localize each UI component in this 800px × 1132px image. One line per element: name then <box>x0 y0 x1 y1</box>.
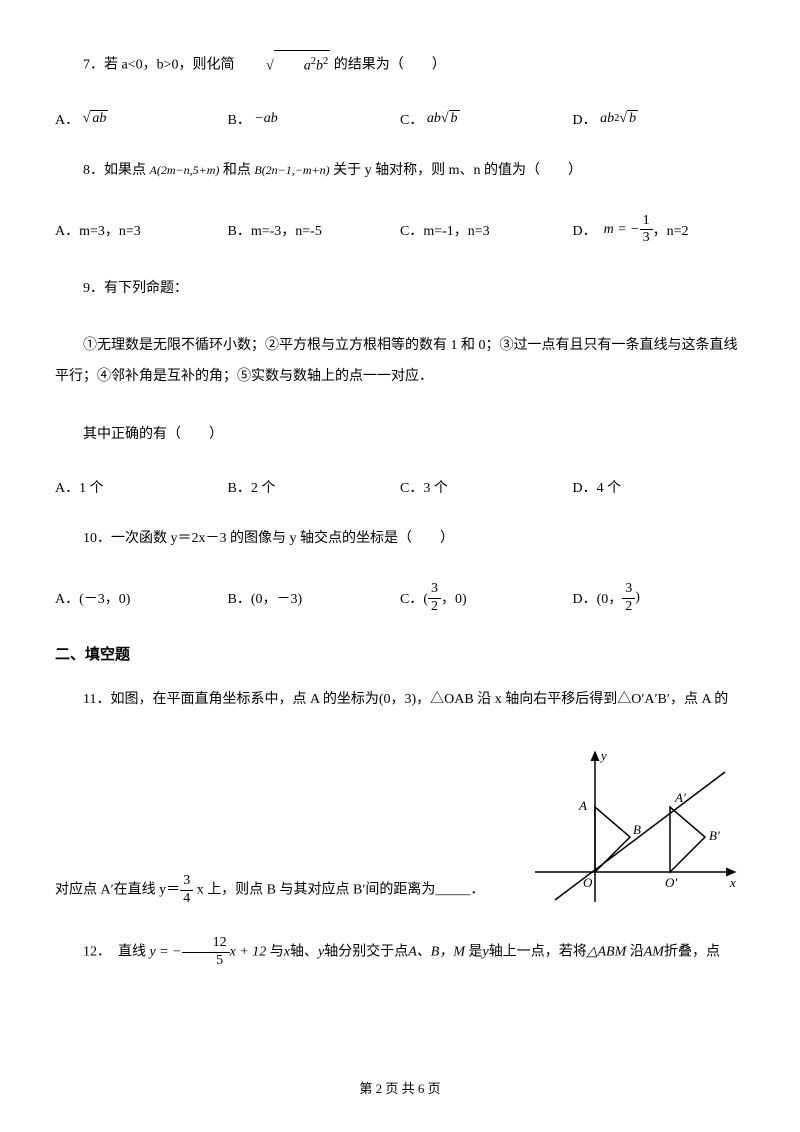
q8-option-c: C．m=-1，n=3 <box>400 213 573 248</box>
q9-option-d: D．4 个 <box>573 477 746 497</box>
q7-text-before: ．若 a<0，b>0，则化简 <box>90 58 238 73</box>
q7-sqrt: √a2b2 <box>238 50 330 81</box>
q9-option-a: A．1 个 <box>55 477 228 497</box>
question-9-header: 9．有下列命题： <box>55 275 745 303</box>
q8-option-d: D． m = − 13，n=2 <box>573 213 746 248</box>
question-12: 12． 直线 y = −125x + 12 与x轴、y轴分别交于点A、B，M 是… <box>55 935 745 970</box>
question-11-line2: 对应点 A′在直线 y＝34 x 上，则点 B 与其对应点 B′间的距离为___… <box>55 873 525 908</box>
q8-option-b: B．m=-3，n=-5 <box>228 213 401 248</box>
label-A: A <box>578 798 587 813</box>
question-8: 8．如果点 A(2m−n,5+m) 和点 B(2n−1,−m+n) 关于 y 轴… <box>55 157 745 185</box>
q8-number: 8 <box>83 163 90 178</box>
q10-number: 10 <box>83 531 97 546</box>
question-9-body: ①无理数是无限不循环小数；②平方根与立方根相等的数有 1 和 0；③过一点有且只… <box>55 331 745 393</box>
q10-option-a: A．(－3，0) <box>55 581 228 616</box>
q7-number: 7 <box>83 58 90 73</box>
q12-number: 12 <box>83 945 97 960</box>
question-11-line1: 11．如图，在平面直角坐标系中，点 A 的坐标为(0，3)，△OAB 沿 x 轴… <box>55 686 745 714</box>
q10-option-b: B．(0，－3) <box>228 581 401 616</box>
question-9-tail: 其中正确的有（ ） <box>55 421 745 449</box>
q9-options: A．1 个 B．2 个 C．3 个 D．4 个 <box>55 477 745 497</box>
q8-option-a: A．m=3，n=3 <box>55 213 228 248</box>
q10-options: A．(－3，0) B．(0，－3) C．(32，0) D．(0，32) <box>55 581 745 616</box>
label-B: B <box>633 822 641 837</box>
q7-option-a: A． √ab <box>55 109 228 129</box>
q11-number: 11 <box>83 692 96 707</box>
label-x: x <box>729 875 736 890</box>
q8-options: A．m=3，n=3 B．m=-3，n=-5 C．m=-1，n=3 D． m = … <box>55 213 745 248</box>
label-O: O <box>583 875 593 890</box>
q7-option-b: B． −ab <box>228 109 401 129</box>
q7-option-d: D． ab2√b <box>573 109 746 129</box>
label-Ap: A′ <box>674 790 686 805</box>
q9-option-c: C．3 个 <box>400 477 573 497</box>
page-footer: 第 2 页 共 6 页 <box>0 1078 800 1097</box>
q10-option-d: D．(0，32) <box>573 581 746 616</box>
q9-number: 9 <box>83 281 90 296</box>
label-y: y <box>599 748 607 763</box>
q9-option-b: B．2 个 <box>228 477 401 497</box>
question-7: 7．若 a<0，b>0，则化简 √a2b2 的结果为（ ） <box>55 50 745 81</box>
q10-option-c: C．(32，0) <box>400 581 573 616</box>
label-Op: O′ <box>665 875 677 890</box>
q7-text-after: 的结果为（ ） <box>330 58 446 73</box>
q11-coordinate-graph: y x A A′ B B′ O O′ <box>525 742 745 907</box>
q7-options: A． √ab B． −ab C． ab√b D． ab2√b <box>55 109 745 129</box>
section-2-title: 二、填空题 <box>55 643 745 664</box>
q7-option-c: C． ab√b <box>400 109 573 129</box>
question-10: 10．一次函数 y＝2x－3 的图像与 y 轴交点的坐标是（ ） <box>55 525 745 553</box>
label-Bp: B′ <box>709 828 720 843</box>
